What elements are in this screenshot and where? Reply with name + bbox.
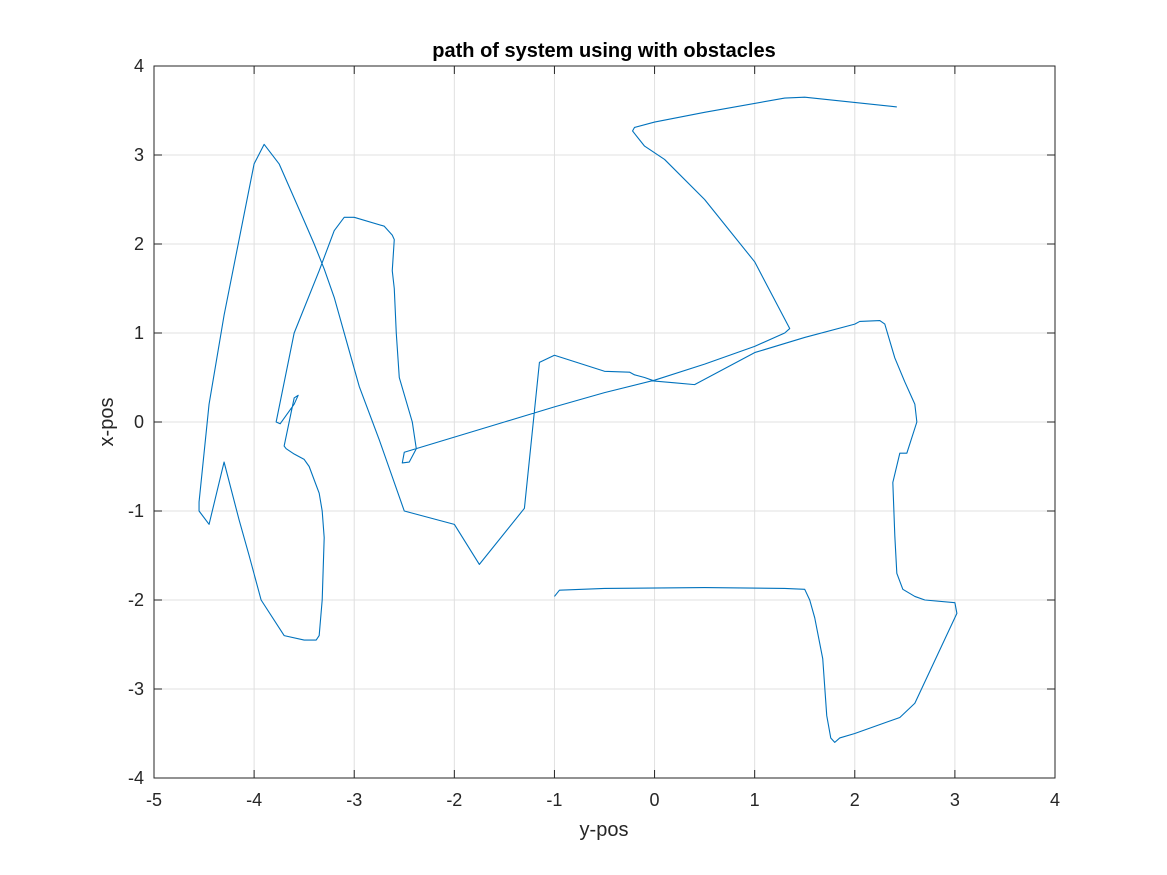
x-tick-label: -2 [446, 790, 462, 810]
x-axis-label: y-pos [580, 819, 629, 841]
y-axis-label: x-pos [96, 398, 118, 447]
y-tick-label: 2 [134, 234, 144, 254]
y-tick-label: 4 [134, 56, 144, 76]
y-tick-label: 1 [134, 323, 144, 343]
data-layer [198, 96, 958, 743]
y-tick-label: -3 [128, 679, 144, 699]
series-line-path [198, 96, 958, 743]
x-tick-label: -3 [346, 790, 362, 810]
y-tick-label: 0 [134, 412, 144, 432]
x-tick-label: 0 [650, 790, 660, 810]
y-tick-label: -2 [128, 590, 144, 610]
x-tick-label: -5 [146, 790, 162, 810]
x-tick-label: -1 [546, 790, 562, 810]
chart-title: path of system using with obstacles [432, 40, 775, 62]
y-tick-label: -4 [128, 768, 144, 788]
x-tick-label: -4 [246, 790, 262, 810]
x-tick-label: 3 [950, 790, 960, 810]
x-tick-label: 4 [1050, 790, 1060, 810]
x-tick-label: 2 [850, 790, 860, 810]
x-tick-label: 1 [750, 790, 760, 810]
y-tick-label: -1 [128, 501, 144, 521]
axes [153, 65, 1056, 779]
y-tick-label: 3 [134, 145, 144, 165]
